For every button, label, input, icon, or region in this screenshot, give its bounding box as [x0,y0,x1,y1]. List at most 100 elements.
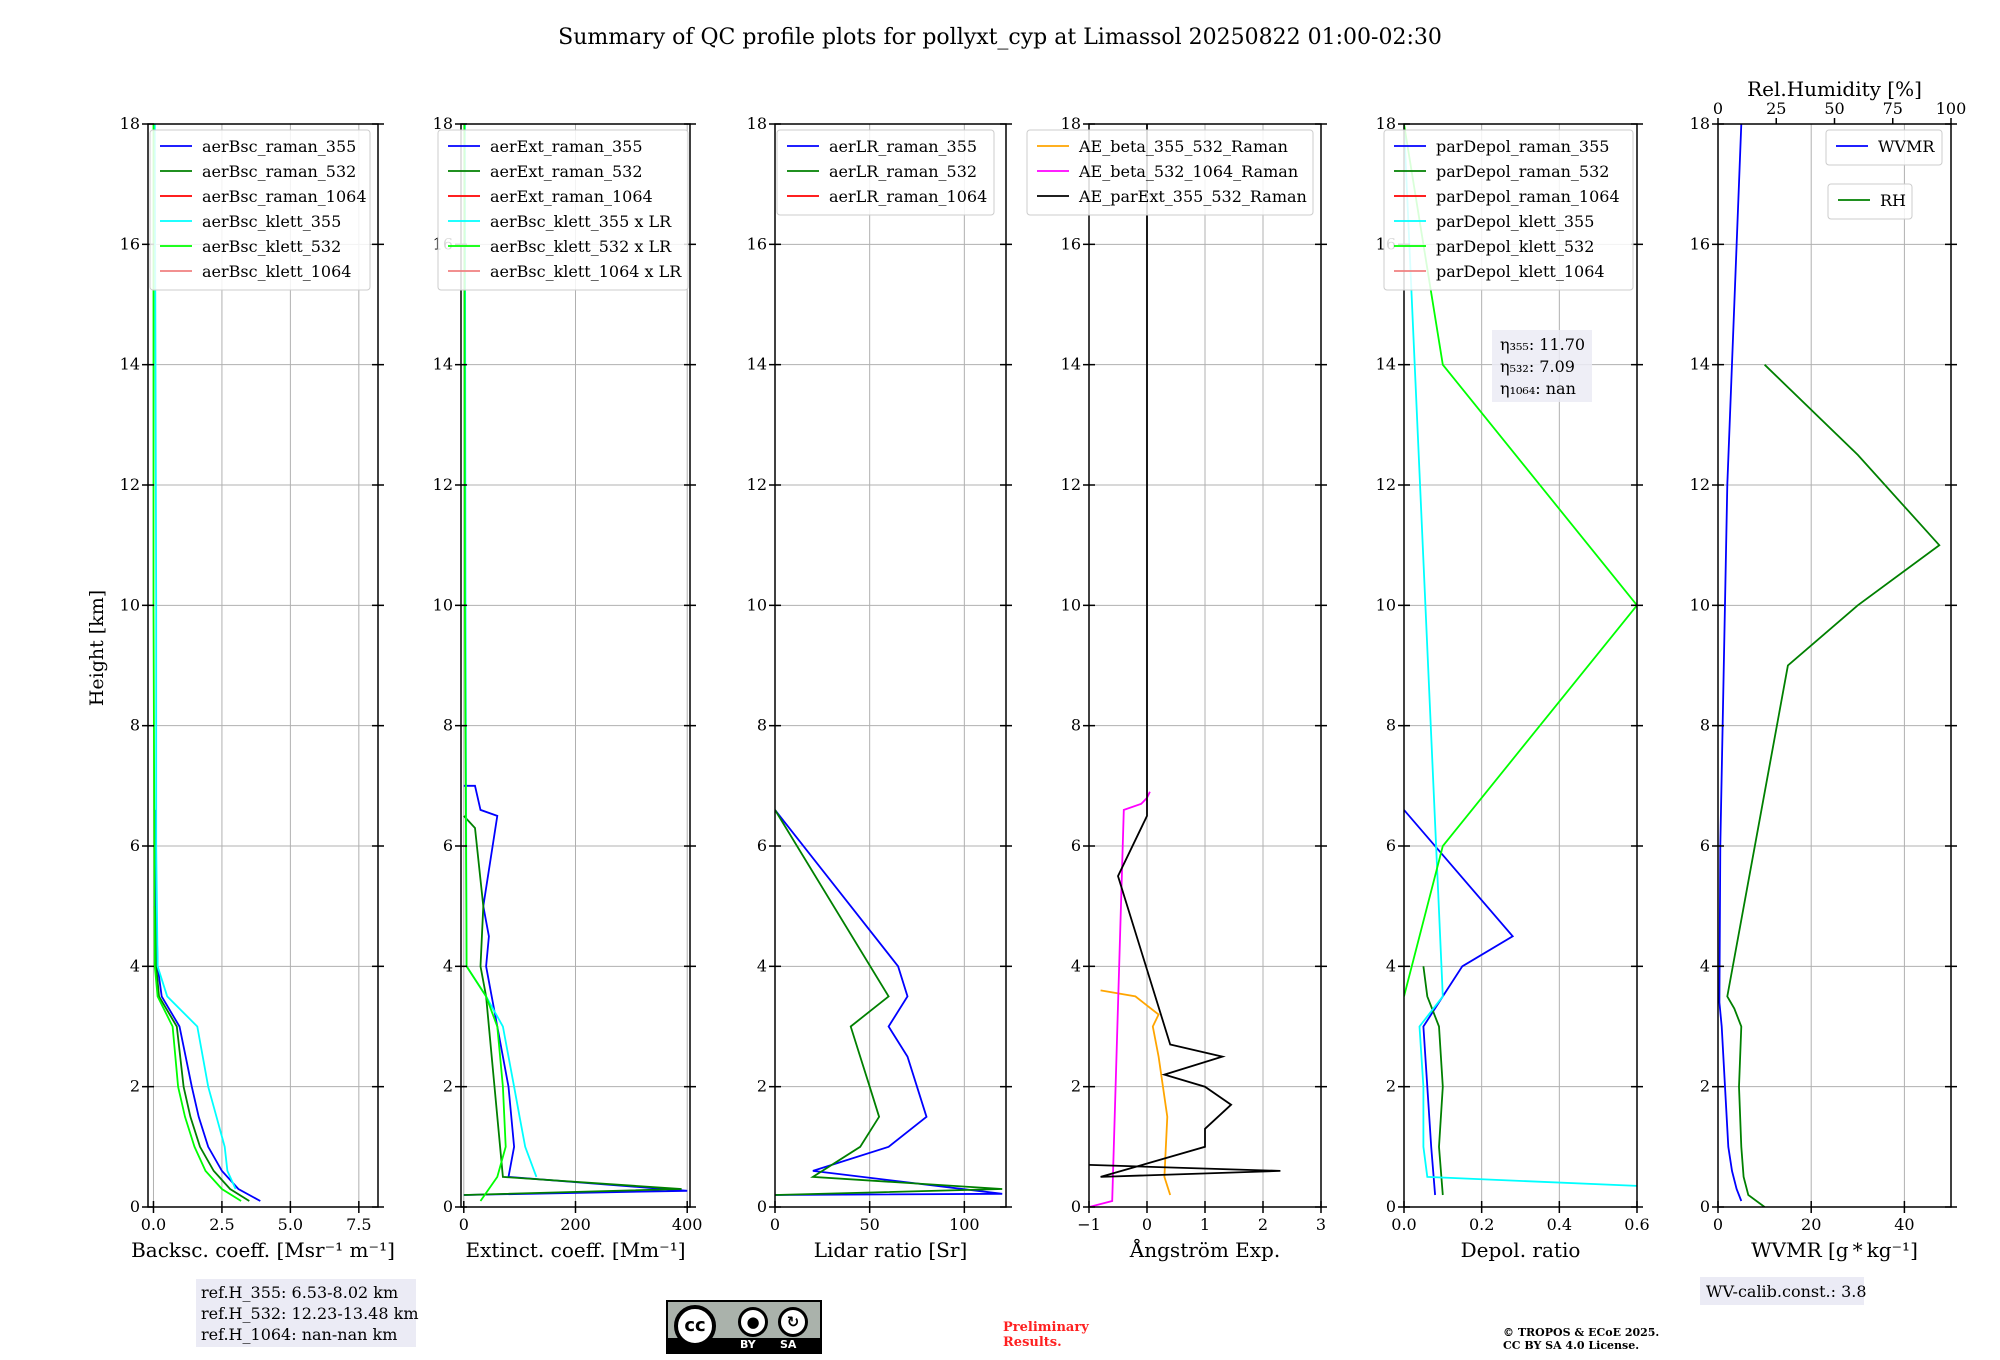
sa-icon: ↻ [778,1307,808,1337]
series-group [152,124,261,1202]
legend: aerExt_raman_355 aerExt_raman_532 aerExt_r… [437,129,689,291]
legend-label: aerBsc_raman_355 [202,137,356,156]
preliminary-text: Preliminary [1003,1320,1089,1335]
y-tick-label: 14 [1690,355,1710,374]
y-tick-label: 0 [130,1197,140,1216]
y-tick-label: 18 [1690,114,1710,133]
x-axis-label: WVMR [g * kg⁻¹] [1751,1238,1918,1262]
series-line-wvmr [1718,124,1743,1202]
series-line-aerbsc-klett-532 [152,124,242,1202]
by-icon: ● [738,1307,768,1337]
y-tick-label: 12 [120,475,140,494]
y-axis-label: Height [km] [86,590,108,706]
y-tick-label: 12 [433,475,453,494]
y-tick-label: 6 [1386,836,1396,855]
series-line-pardepol-klett-355 [1404,124,1637,1187]
ref-height-text: ref.H_532: 12.23-13.48 km [201,1304,419,1323]
legend-label: aerExt_raman_532 [490,162,643,181]
legend-label: aerBsc_raman_532 [202,162,356,181]
series-group [1089,124,1281,1207]
legend-label: aerLR_raman_532 [829,162,977,181]
top-x-tick-label: 100 [1936,99,1967,118]
x-tick-label: 0 [770,1215,780,1234]
x-tick-label: 3 [1316,1215,1326,1234]
y-tick-label: 12 [747,475,767,494]
y-tick-label: 8 [1700,716,1710,735]
cc-icon: cc [674,1305,716,1347]
legend-frame [1383,129,1634,291]
y-tick-label: 10 [747,595,767,614]
legend-label: aerBsc_klett_1064 x LR [490,262,682,281]
x-axis-label: Ångström Exp. [1129,1237,1280,1262]
y-tick-label: 2 [1386,1077,1396,1096]
x-tick-label: 20 [1801,1215,1821,1234]
copyright-text: CC BY SA 4.0 License. [1503,1339,1639,1352]
legend-label: aerBsc_raman_1064 [202,187,367,206]
wv-calib-text: WV-calib.const.: 3.8 [1706,1282,1867,1301]
eta-value: η₃₅₅: 11.70 [1500,335,1585,354]
x-axis-label: Extinct. coeff. [Mm⁻¹] [465,1238,685,1262]
x-tick-label: 400 [672,1215,703,1234]
y-tick-label: 12 [1376,475,1396,494]
legend-label: WVMR [1878,137,1935,156]
legend-label: parDepol_raman_355 [1436,137,1609,156]
top-x-tick-label: 0 [1713,99,1723,118]
panel-2: 0246810121416180200400Extinct. coeff. [M… [433,114,703,1262]
y-tick-label: 0 [1700,1197,1710,1216]
y-tick-label: 18 [1376,114,1396,133]
x-tick-label: 0 [459,1215,469,1234]
legend-label: AE_beta_355_532_Raman [1078,137,1288,156]
top-x-tick-label: 75 [1883,99,1903,118]
y-tick-label: 18 [120,114,140,133]
y-tick-label: 6 [130,836,140,855]
y-tick-label: 8 [1071,716,1081,735]
y-tick-label: 14 [1061,355,1081,374]
y-tick-label: 18 [1061,114,1081,133]
figure-title: Summary of QC profile plots for pollyxt_… [558,25,1442,50]
y-tick-label: 18 [433,114,453,133]
preliminary-text: Results. [1003,1335,1062,1350]
legend-frame [1827,183,1913,220]
legend: aerBsc_raman_355 aerBsc_raman_532 aerBsc_r… [149,129,371,291]
legend-label: aerLR_raman_1064 [829,187,987,206]
y-tick-label: 6 [757,836,767,855]
y-tick-label: 4 [443,956,453,975]
copyright-text: © TROPOS & ECoE 2025. [1503,1326,1659,1339]
top-x-tick-label: 25 [1766,99,1786,118]
legend-label: aerBsc_klett_1064 [202,262,351,281]
x-tick-label: 7.5 [346,1215,371,1234]
y-tick-label: 2 [757,1077,767,1096]
legend-label: parDepol_klett_532 [1436,237,1594,256]
top-x-axis-label: Rel.Humidity [%] [1747,77,1922,101]
y-tick-label: 8 [757,716,767,735]
series-line-aerlr-raman-532 [775,809,1003,1196]
legend-frame [149,129,371,291]
wv-calib-box [1700,1277,1864,1305]
x-axis-label: Backsc. coeff. [Msr⁻¹ m⁻¹] [131,1238,395,1262]
y-tick-label: 12 [1690,475,1710,494]
series-group [1718,124,1941,1207]
license-badge: cc ● ↻ BY SA [666,1300,822,1354]
x-tick-label: −1 [1077,1215,1101,1234]
y-tick-label: 14 [433,355,453,374]
y-tick-label: 4 [1386,956,1396,975]
series-line-aerbsc-raman-355 [153,809,261,1202]
y-tick-label: 12 [1061,475,1081,494]
y-tick-label: 4 [1700,956,1710,975]
axes-frame [1717,123,1952,1208]
x-tick-label: 200 [560,1215,591,1234]
x-tick-label: 2 [1258,1215,1268,1234]
y-tick-label: 0 [757,1197,767,1216]
series-line-ae-parext-355-532-raman [1089,124,1281,1178]
y-tick-label: 0 [1071,1197,1081,1216]
legend-label: RH [1880,191,1906,210]
y-tick-label: 6 [1700,836,1710,855]
series-line-aerext-raman-355 [463,784,688,1196]
footer-annotations: ref.H_355: 6.53-8.02 km ref.H_532: 12.23-… [196,1277,1867,1352]
license-by-label: BY [740,1338,756,1351]
panel-1: 0 2 4 6 8 10 12 14 16 18 0.0 2.5 5.0 7.5 Backsc. coeff… [120,114,395,1262]
series-group [775,809,1003,1196]
